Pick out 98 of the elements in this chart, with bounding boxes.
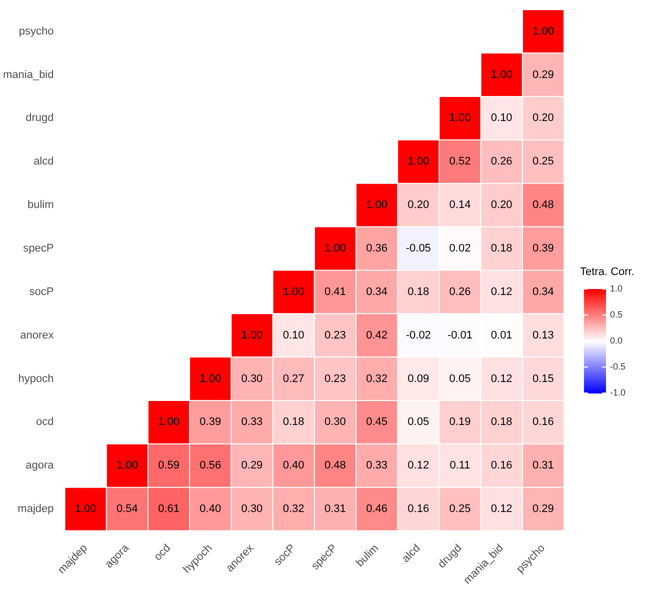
data-label: 0.25 bbox=[449, 503, 471, 516]
data-label: 0.12 bbox=[490, 372, 512, 385]
data-label: 0.16 bbox=[490, 460, 512, 472]
data-label: 0.32 bbox=[366, 372, 388, 385]
data-label: 0.11 bbox=[450, 460, 470, 472]
data-label: 1.00 bbox=[366, 199, 388, 212]
data-label: 0.52 bbox=[449, 156, 471, 168]
data-label: 0.48 bbox=[532, 199, 554, 212]
data-label: 0.12 bbox=[490, 286, 512, 298]
data-label: 0.02 bbox=[449, 242, 471, 255]
data-label: 1.00 bbox=[74, 503, 96, 516]
data-label: -0.05 bbox=[406, 242, 431, 255]
color-bar-label: 0.5 bbox=[610, 309, 623, 320]
data-label: 1.00 bbox=[241, 329, 263, 342]
data-label: 0.39 bbox=[532, 242, 554, 255]
data-label: 0.20 bbox=[532, 112, 554, 124]
data-label: 0.31 bbox=[532, 460, 554, 472]
data-label: 0.61 bbox=[158, 503, 180, 516]
y-tick-label: bulim bbox=[27, 199, 54, 212]
data-label: 0.05 bbox=[408, 416, 430, 428]
y-tick-label: drugd bbox=[26, 112, 54, 124]
data-label: 0.29 bbox=[241, 460, 263, 472]
data-label: 0.19 bbox=[449, 416, 471, 428]
data-label: 0.34 bbox=[366, 286, 388, 298]
data-label: 1.00 bbox=[158, 416, 180, 428]
data-label: 0.33 bbox=[366, 460, 388, 472]
data-label: 0.14 bbox=[449, 199, 471, 212]
y-tick-label: ocd bbox=[36, 416, 54, 428]
y-tick-label: psycho bbox=[18, 25, 54, 38]
data-label: 1.00 bbox=[116, 460, 138, 472]
data-label: 0.05 bbox=[449, 372, 471, 385]
data-label: 0.42 bbox=[366, 329, 388, 342]
data-label: 0.26 bbox=[449, 286, 471, 298]
data-label: 0.15 bbox=[532, 372, 554, 385]
data-label: 0.18 bbox=[408, 286, 430, 298]
data-label: 0.25 bbox=[532, 156, 554, 168]
data-label: 0.34 bbox=[532, 286, 554, 298]
data-label: 1.00 bbox=[282, 286, 304, 298]
data-label: 1.00 bbox=[532, 25, 554, 38]
data-label: 0.18 bbox=[490, 416, 512, 428]
data-label: 0.40 bbox=[282, 460, 304, 472]
data-label: 0.29 bbox=[532, 68, 554, 81]
data-label: 0.30 bbox=[241, 503, 263, 516]
y-tick-label: mania_bid bbox=[2, 68, 54, 81]
color-bar-label: -1.0 bbox=[610, 387, 626, 398]
data-label: 0.30 bbox=[324, 416, 346, 428]
data-label: 0.10 bbox=[490, 112, 512, 124]
data-label: 0.39 bbox=[200, 416, 222, 428]
data-label: 1.00 bbox=[449, 112, 471, 124]
color-bar-label: -0.5 bbox=[610, 361, 626, 372]
x-tick-label: alcd bbox=[400, 542, 423, 565]
data-label: 0.18 bbox=[490, 242, 512, 255]
data-label: 0.09 bbox=[408, 372, 430, 385]
y-tick-label: anorex bbox=[20, 329, 54, 342]
y-tick-label: socP bbox=[29, 286, 54, 298]
y-tick-label: specP bbox=[23, 242, 54, 255]
data-label: 0.18 bbox=[282, 416, 304, 428]
data-label: 0.23 bbox=[324, 329, 346, 342]
data-label: 0.54 bbox=[116, 503, 138, 516]
y-tick-label: majdep bbox=[18, 503, 54, 516]
data-label: 0.20 bbox=[490, 199, 512, 212]
data-label: 1.00 bbox=[200, 372, 222, 385]
data-label: 0.45 bbox=[366, 416, 388, 428]
data-label: 0.01 bbox=[490, 329, 512, 342]
data-label: 0.46 bbox=[366, 503, 388, 516]
color-bar-title: Tetra. Corr. bbox=[580, 266, 634, 278]
data-label: 0.26 bbox=[490, 156, 512, 168]
data-label: 0.32 bbox=[282, 503, 304, 516]
data-label: 1.00 bbox=[490, 68, 512, 81]
y-tick-label: alcd bbox=[34, 156, 54, 168]
data-label: 0.13 bbox=[532, 329, 554, 342]
x-tick-label: ocd bbox=[152, 542, 174, 564]
data-label: 0.36 bbox=[366, 242, 388, 255]
data-label: 0.16 bbox=[532, 416, 554, 428]
data-label: 0.12 bbox=[490, 503, 512, 516]
data-label: 0.16 bbox=[408, 503, 430, 516]
data-label: 0.31 bbox=[324, 503, 346, 516]
data-label: -0.01 bbox=[447, 329, 473, 342]
data-label: 0.23 bbox=[324, 372, 346, 385]
data-label: 0.59 bbox=[158, 460, 180, 472]
data-label: 0.33 bbox=[241, 416, 263, 428]
data-label: 0.56 bbox=[200, 460, 222, 472]
data-label: 0.30 bbox=[241, 372, 263, 385]
data-label: 1.00 bbox=[324, 242, 346, 255]
y-tick-label: hypoch bbox=[18, 372, 54, 385]
data-label: 0.20 bbox=[408, 199, 430, 212]
data-label: 0.10 bbox=[282, 329, 304, 342]
data-label: -0.02 bbox=[406, 329, 431, 342]
data-label: 0.48 bbox=[324, 460, 346, 472]
data-label: 0.27 bbox=[282, 372, 304, 385]
data-label: 0.12 bbox=[408, 460, 430, 472]
y-tick-label: agora bbox=[26, 460, 55, 472]
color-bar-label: 0.0 bbox=[610, 335, 623, 346]
data-label: 1.00 bbox=[408, 156, 430, 168]
data-label: 0.40 bbox=[200, 503, 222, 516]
data-label: 0.41 bbox=[324, 286, 346, 298]
color-bar-label: 1.0 bbox=[610, 283, 623, 294]
data-label: 0.29 bbox=[532, 503, 554, 516]
